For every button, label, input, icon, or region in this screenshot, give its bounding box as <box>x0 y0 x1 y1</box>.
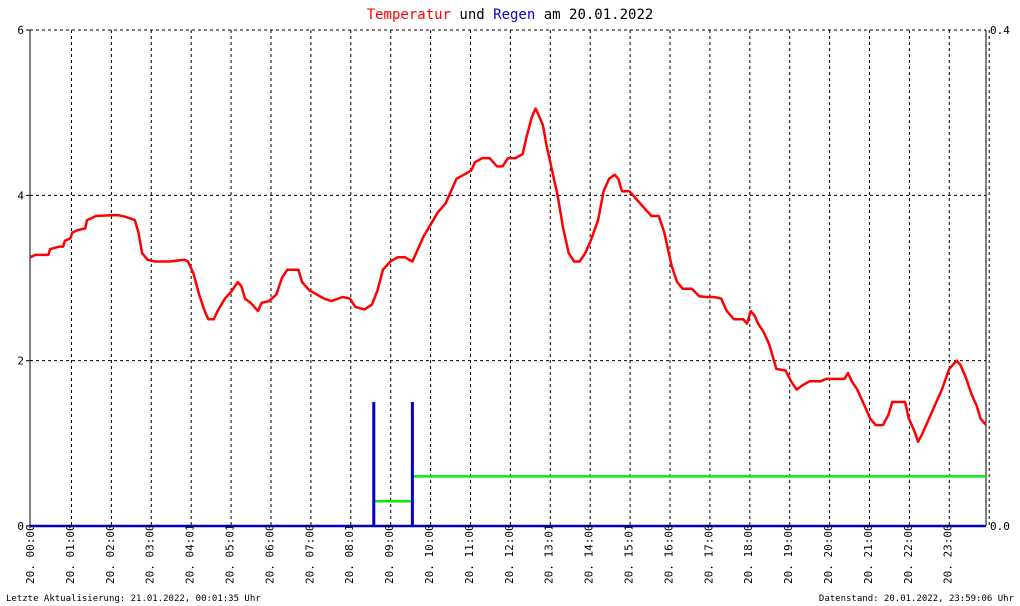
x-tick-label: 20. 20:00 <box>822 524 835 584</box>
title-date: am 20.01.2022 <box>535 7 653 23</box>
x-tick-label: 20. 14:00 <box>583 524 596 584</box>
x-tick-label: 20. 06:00 <box>263 524 276 584</box>
y-tick-labels: 0 2 4 6 0.0 0.4 <box>17 24 1010 533</box>
x-tick-label: 20. 16:00 <box>662 524 675 584</box>
footer-last-update: Letzte Aktualisierung: 21.01.2022, 00:01… <box>6 594 261 604</box>
x-tick-label: 20. 19:00 <box>782 524 795 584</box>
x-tick-label: 20. 01:00 <box>64 524 77 584</box>
y-left-tick-label: 2 <box>17 355 24 368</box>
x-tick-label: 20. 22:00 <box>902 524 915 584</box>
x-tick-label: 20. 02:00 <box>104 524 117 584</box>
x-tick-label: 20. 15:01 <box>623 524 636 584</box>
chart-title: Temperatur und Regen am 20.01.2022 <box>367 7 654 23</box>
y-right-tick-label: 0.4 <box>990 24 1010 37</box>
x-tick-label: 20. 23:00 <box>942 524 955 584</box>
x-tick-label: 20. 03:00 <box>144 524 157 584</box>
x-tick-label: 20. 07:00 <box>303 524 316 584</box>
x-tick-label: 20. 05:01 <box>224 524 237 584</box>
y-left-tick-label: 4 <box>17 189 24 202</box>
chart-series <box>29 107 987 528</box>
footer-data-status: Datenstand: 20.01.2022, 23:59:06 Uhr <box>819 594 1015 604</box>
x-tick-label: 20. 10:00 <box>423 524 436 584</box>
rain-sum-line <box>373 475 986 503</box>
y-right-tick-label: 0.0 <box>990 520 1010 533</box>
temperature-line <box>29 107 987 443</box>
y-left-tick-label: 6 <box>17 24 24 37</box>
x-tick-label: 20. 04:01 <box>184 524 197 584</box>
x-tick-label: 20. 08:01 <box>343 524 356 584</box>
y-left-tick-label: 0 <box>17 520 24 533</box>
title-and: und <box>451 7 493 23</box>
x-tick-label: 20. 09:00 <box>383 524 396 584</box>
x-tick-label: 20. 21:00 <box>862 524 875 584</box>
title-temperature: Temperatur <box>367 7 451 23</box>
x-tick-label: 20. 12:00 <box>503 524 516 584</box>
x-tick-label: 20. 13:01 <box>543 524 556 584</box>
x-tick-label: 20. 18:00 <box>742 524 755 584</box>
chart-grid <box>30 30 990 526</box>
chart-axes <box>26 29 987 527</box>
x-tick-label: 20. 17:00 <box>702 524 715 584</box>
x-tick-label: 20. 11:00 <box>463 524 476 584</box>
x-tick-labels: 20. 00:00 20. 01:00 20. 02:00 20. 03:00 20. … <box>24 524 955 584</box>
title-rain: Regen <box>493 7 535 23</box>
x-tick-label: 20. 00:00 <box>24 524 37 584</box>
